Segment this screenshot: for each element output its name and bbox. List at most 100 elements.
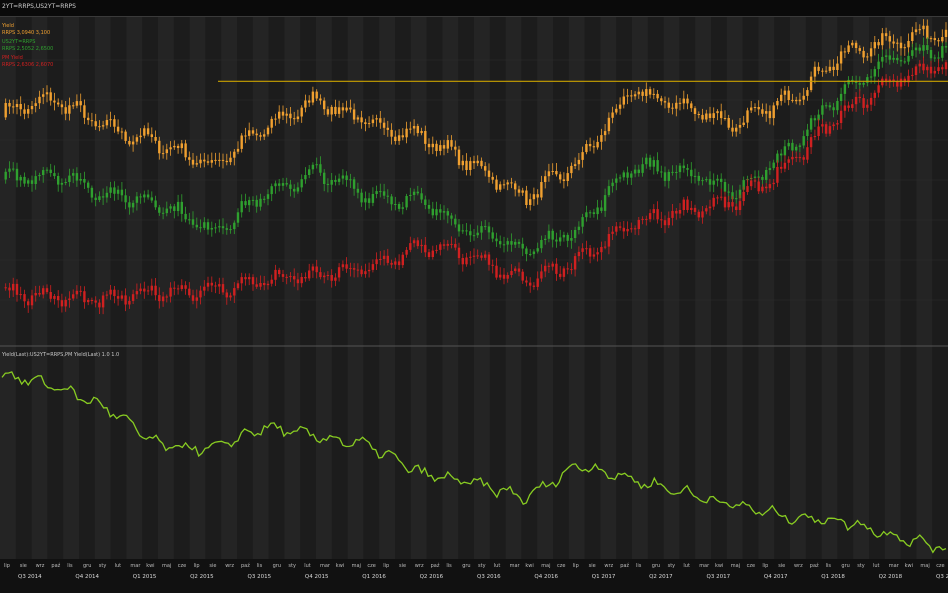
candle-body — [12, 168, 15, 170]
candle-body — [660, 171, 663, 173]
grid-band — [379, 17, 395, 559]
candle-body — [675, 102, 678, 109]
candle-body — [933, 70, 936, 74]
candle-body — [146, 128, 150, 135]
candle-body — [926, 66, 929, 71]
candle-body — [697, 175, 700, 181]
candle-body — [412, 240, 416, 244]
candle-body — [506, 241, 509, 245]
x-tick-label: sty — [857, 563, 865, 569]
candle-body — [221, 159, 225, 161]
candle-body — [798, 145, 802, 147]
candle-body — [19, 176, 22, 181]
candle-body — [270, 118, 273, 128]
grid-band — [316, 17, 332, 559]
candle-body — [914, 29, 918, 33]
candle-body — [596, 252, 599, 255]
candle-body — [615, 226, 618, 232]
candle-body — [375, 259, 378, 265]
x-tick-label: cze — [557, 563, 565, 569]
candle-body — [914, 47, 918, 51]
candle-body — [143, 194, 146, 198]
candle-body — [4, 287, 7, 289]
candle-body — [315, 91, 318, 99]
candle-body — [57, 102, 60, 105]
candle-body — [690, 207, 693, 210]
candle-body — [195, 297, 198, 301]
x-quarter-label: Q1 2016 — [362, 574, 386, 580]
candle-body — [154, 137, 157, 141]
candle-body — [491, 176, 494, 180]
candle-body — [27, 180, 30, 184]
candle-body — [49, 169, 52, 173]
candle-body — [585, 248, 588, 250]
candle-body — [929, 50, 933, 59]
candle-body — [308, 169, 311, 175]
candle-body — [101, 196, 105, 198]
candle-body — [146, 194, 150, 198]
chart-header-title: 2YT=RRPS,US2YT=RRPS — [2, 3, 76, 10]
candle-body — [847, 79, 850, 85]
candle-body — [49, 92, 52, 101]
candle-body — [23, 176, 26, 184]
candle-body — [390, 129, 393, 137]
candle-body — [652, 160, 655, 167]
candle-body — [884, 55, 888, 57]
candle-body — [311, 266, 315, 271]
candle-body — [510, 271, 513, 275]
candle-body — [345, 107, 348, 111]
grid-band — [568, 17, 585, 559]
candle-body — [648, 157, 652, 167]
candle-body — [809, 118, 813, 130]
series-yield — [4, 19, 948, 211]
candle-body — [42, 170, 45, 175]
candle-body — [154, 285, 157, 296]
candle-body — [480, 226, 483, 233]
candle-body — [839, 110, 843, 123]
candle-body — [581, 248, 584, 252]
x-quarter-label: Q4 2015 — [305, 574, 329, 580]
candle-body — [236, 212, 240, 223]
candle-body — [532, 251, 536, 255]
candle-body — [911, 32, 914, 41]
candle-body — [761, 186, 764, 192]
x-tick-label: lip — [383, 563, 389, 569]
candle-body — [772, 105, 775, 119]
candle-body — [401, 207, 404, 209]
candle-body — [293, 188, 296, 192]
candle-body — [896, 57, 899, 61]
candle-body — [143, 128, 146, 136]
candle-body — [821, 124, 824, 127]
candle-body — [881, 33, 884, 46]
candle-body — [15, 104, 19, 107]
candle-body — [285, 276, 288, 278]
candle-body — [821, 105, 824, 115]
candle-body — [603, 131, 607, 136]
candle-body — [705, 113, 708, 120]
candle-body — [180, 285, 183, 289]
candle-body — [367, 123, 371, 125]
candle-body — [188, 157, 191, 160]
candle-body — [169, 206, 172, 209]
candle-body — [319, 272, 322, 278]
candle-body — [514, 268, 517, 271]
candle-body — [806, 129, 809, 136]
candle-body — [240, 277, 243, 284]
x-tick-label: wrz — [36, 563, 45, 569]
candle-body — [753, 180, 757, 182]
candle-body — [8, 103, 11, 107]
candle-body — [184, 143, 187, 158]
candle-body — [832, 124, 835, 127]
candle-body — [356, 117, 360, 120]
candle-body — [746, 186, 749, 192]
candle-body — [225, 228, 228, 230]
candle-body — [371, 119, 375, 124]
candle-body — [701, 180, 704, 182]
candle-body — [304, 175, 307, 180]
candle-body — [4, 103, 7, 118]
candle-body — [131, 141, 135, 145]
candle-body — [274, 183, 277, 187]
candle-body — [562, 268, 566, 277]
candle-body — [529, 282, 532, 286]
candle-body — [42, 94, 45, 97]
